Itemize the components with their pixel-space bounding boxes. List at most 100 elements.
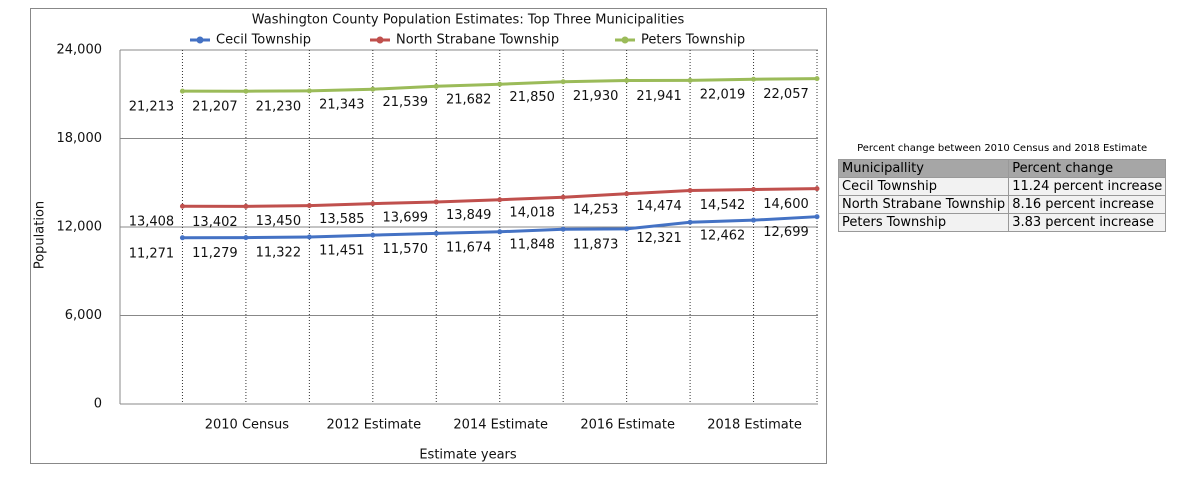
chart: Washington County Population Estimates: … — [30, 8, 827, 464]
x-tick-label: 2010 Census — [205, 418, 290, 433]
data-label: 14,600 — [763, 197, 809, 212]
y-tick-label: 12,000 — [57, 220, 103, 235]
legend-label: Cecil Township — [216, 33, 311, 48]
chart-frame — [30, 8, 827, 464]
data-label: 14,474 — [636, 199, 682, 214]
data-label: 13,408 — [129, 215, 175, 230]
data-label: 21,213 — [129, 100, 175, 115]
data-label: 13,402 — [192, 215, 238, 230]
table-cell: Cecil Township — [837, 177, 1010, 196]
data-label: 11,451 — [319, 244, 365, 259]
data-point — [624, 191, 630, 197]
y-tick-label: 0 — [94, 397, 102, 412]
table-cell: Peters Township — [837, 213, 1010, 232]
data-point — [179, 88, 185, 94]
data-point — [560, 194, 566, 200]
data-point — [243, 235, 249, 241]
data-label: 21,930 — [573, 89, 619, 104]
data-label: 12,699 — [763, 225, 809, 240]
legend-label: North Strabane Township — [396, 33, 559, 48]
table-cell: 3.83 percent increase — [1008, 213, 1167, 232]
data-label: 14,253 — [573, 202, 619, 217]
data-label: 21,343 — [319, 98, 365, 113]
table: Municipallity Percent change Cecil Townshi… — [837, 159, 1167, 232]
data-label: 21,682 — [446, 93, 492, 108]
x-axis-title: Estimate years — [419, 448, 517, 463]
table-cell: North Strabane Township — [837, 195, 1010, 214]
data-label: 11,873 — [573, 237, 619, 252]
y-tick-label: 6,000 — [65, 308, 102, 323]
data-point — [751, 187, 757, 193]
data-label: 21,941 — [636, 89, 682, 104]
data-label: 11,322 — [256, 246, 302, 261]
x-tick-label: 2016 Estimate — [580, 418, 675, 433]
data-point — [497, 81, 503, 87]
data-label: 22,019 — [700, 88, 746, 103]
data-point — [433, 230, 439, 236]
data-point — [370, 201, 376, 207]
percent-table: Percent change between 2010 Census and 2… — [837, 143, 1167, 232]
data-label: 21,850 — [509, 90, 555, 105]
data-label: 11,279 — [192, 246, 238, 261]
y-tick-label: 24,000 — [57, 43, 103, 58]
chart-title: Washington County Population Estimates: … — [252, 13, 685, 28]
table-title: Percent change between 2010 Census and 2… — [857, 143, 1148, 154]
data-label: 13,585 — [319, 212, 365, 227]
data-point — [814, 214, 820, 220]
data-label: 12,462 — [700, 229, 746, 244]
x-tick-label: 2014 Estimate — [453, 418, 548, 433]
data-label: 21,230 — [256, 99, 302, 114]
data-point — [687, 219, 693, 225]
table-cell: 8.16 percent increase — [1008, 195, 1167, 214]
data-point — [751, 76, 757, 82]
legend-marker — [196, 36, 204, 44]
data-point — [306, 234, 312, 240]
data-point — [560, 79, 566, 85]
legend-label: Peters Township — [641, 33, 745, 48]
data-label: 11,674 — [446, 240, 492, 255]
data-point — [243, 203, 249, 209]
x-tick-label: 2012 Estimate — [326, 418, 421, 433]
data-point — [243, 88, 249, 94]
data-label: 13,699 — [383, 210, 429, 225]
data-point — [497, 229, 503, 235]
x-tick-label: 2018 Estimate — [707, 418, 802, 433]
data-label: 14,018 — [509, 206, 555, 221]
data-point — [179, 235, 185, 241]
data-label: 14,542 — [700, 198, 746, 213]
data-label: 11,271 — [129, 246, 175, 261]
data-point — [624, 78, 630, 84]
data-point — [370, 232, 376, 238]
data-point — [433, 199, 439, 205]
data-label: 21,207 — [192, 100, 238, 115]
table-header-cell: Municipallity — [837, 159, 1010, 178]
legend-marker — [621, 36, 629, 44]
table-header-cell: Percent change — [1008, 159, 1167, 178]
data-label: 13,849 — [446, 208, 492, 223]
table-row: North Strabane Township 8.16 percent incr… — [837, 195, 1167, 214]
legend-marker — [376, 36, 384, 44]
data-point — [814, 76, 820, 82]
table-row: Peters Township 3.83 percent increase — [837, 213, 1167, 232]
data-label: 21,539 — [383, 95, 429, 110]
data-label: 13,450 — [256, 214, 302, 229]
data-point — [560, 226, 566, 232]
data-point — [306, 203, 312, 209]
data-point — [497, 197, 503, 203]
table-row: Cecil Township 11.24 percent increase — [837, 177, 1167, 196]
data-point — [814, 186, 820, 192]
data-label: 11,848 — [509, 238, 555, 253]
y-tick-label: 18,000 — [57, 131, 103, 146]
data-label: 11,570 — [383, 242, 429, 257]
data-label: 22,057 — [763, 87, 809, 102]
data-point — [687, 77, 693, 83]
data-label: 12,321 — [636, 231, 682, 246]
data-point — [687, 188, 693, 194]
data-point — [624, 226, 630, 232]
data-point — [370, 86, 376, 92]
data-point — [306, 88, 312, 94]
y-axis-title: Population — [33, 201, 48, 269]
data-point — [433, 83, 439, 89]
data-point — [751, 217, 757, 223]
